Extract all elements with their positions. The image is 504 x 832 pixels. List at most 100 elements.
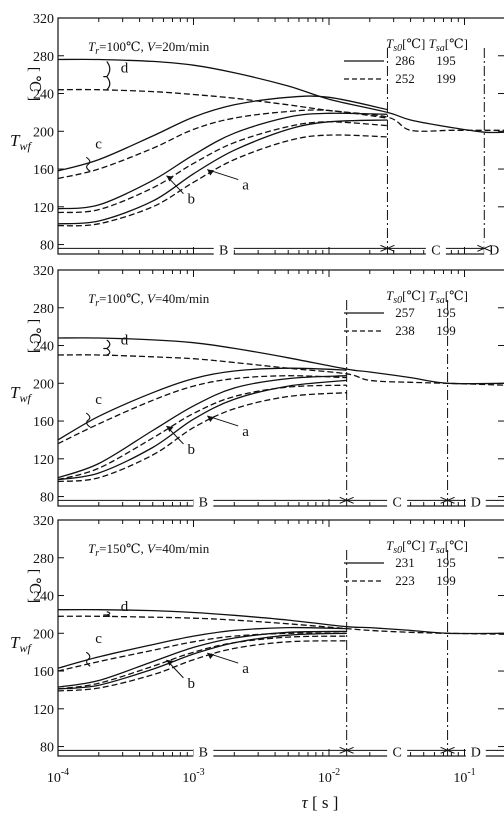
legend-tsa: 199 (436, 71, 456, 86)
series-a-solid (57, 379, 347, 481)
phase-label-bg (425, 239, 446, 258)
legend-ts0: 286 (395, 53, 415, 68)
series-group (57, 608, 504, 692)
y-axis-label: Twf (10, 383, 32, 405)
leader-arrow-a (207, 415, 215, 422)
series-a-solid (57, 119, 388, 225)
legend-tsa: 195 (436, 53, 456, 68)
curve-label-d: d (121, 599, 129, 615)
leader-arrow-a (207, 169, 215, 176)
series-c-solid (57, 367, 347, 441)
series-a-dashed (57, 640, 347, 692)
legend-ts0: 238 (395, 323, 415, 338)
series-c-dashed (57, 109, 388, 180)
y-axis-unit: [ ℃ ] (26, 319, 42, 353)
phase-label-B: B (199, 495, 208, 510)
phase-arrow (483, 244, 492, 252)
curve-label-b: b (187, 676, 195, 692)
series-d-solid (57, 337, 504, 385)
curve-label-a: a (242, 661, 249, 677)
brace-d (103, 611, 111, 617)
condition-label: Tr=100℃, V=20m/min (88, 39, 210, 57)
y-axis-unit: [ ℃ ] (26, 569, 42, 603)
legend-header: Ts0[℃] Tsa[℃] (386, 538, 468, 556)
y-axis-unit: [ ℃ ] (26, 67, 42, 101)
curve-label-c: c (95, 631, 102, 647)
legend-tsa: 195 (436, 305, 456, 320)
y-tick-label: 320 (33, 12, 54, 27)
phase-arrow (386, 244, 395, 252)
leader-arrow-b (166, 175, 174, 182)
curve-label-d: d (121, 332, 129, 348)
phase-arrow (345, 496, 354, 504)
x-tick-label: 10-3 (182, 767, 204, 786)
x-axis-label: τ [ s ] (302, 793, 339, 812)
condition-label: Tr=100℃, V=40m/min (88, 291, 210, 309)
y-tick-label: 160 (33, 163, 54, 178)
legend-tsa: 199 (436, 573, 456, 588)
phase-label-C: C (392, 745, 401, 760)
phase-label-bg (193, 741, 214, 760)
y-tick-label: 80 (40, 491, 54, 506)
series-b-dashed (57, 121, 388, 214)
brace-c (85, 651, 91, 667)
series-b-dashed (57, 635, 347, 690)
y-axis-label: Twf (10, 131, 32, 153)
y-tick-label: 240 (33, 340, 54, 355)
series-d-solid (57, 58, 504, 134)
y-tick-label: 240 (33, 88, 54, 103)
series-d-dashed (57, 615, 504, 635)
brace-c (85, 412, 91, 428)
x-tick-label: 10-4 (47, 767, 69, 786)
curve-label-a: a (242, 178, 249, 194)
legend-tsa: 195 (436, 555, 456, 570)
phase-label-bg (465, 741, 486, 760)
series-group (57, 337, 504, 483)
panel-3: 80 120 160 200 240 280 320 Twf [ ℃ ] Tr=150℃, V=4… (10, 514, 504, 760)
series-d-dashed (57, 354, 504, 386)
y-tick-label: 320 (33, 264, 54, 279)
y-tick-label: 160 (33, 415, 54, 430)
series-b-solid (57, 375, 347, 479)
y-tick-label: 240 (33, 590, 54, 605)
brace-c (85, 156, 91, 172)
x-tick-label: 10-1 (453, 767, 475, 786)
panel-1: 80 120 160 200 240 280 320 Twf [ ℃ ] Tr=100℃, V=2… (10, 12, 504, 258)
curve-label-c: c (95, 392, 102, 408)
phase-label-bg (387, 491, 408, 510)
y-tick-label: 280 (33, 552, 54, 567)
phase-label-C: C (431, 243, 440, 258)
leader-arrow-b (166, 426, 174, 433)
phase-label-B: B (199, 745, 208, 760)
phase-label-bg (387, 741, 408, 760)
series-a-solid (57, 632, 347, 690)
series-a-dashed (57, 392, 347, 483)
series-c-solid (57, 95, 388, 172)
legend-tsa: 199 (436, 323, 456, 338)
y-tick-label: 120 (33, 703, 54, 718)
panel-frame (57, 17, 504, 255)
phase-arrow (446, 496, 455, 504)
y-tick-label: 200 (33, 377, 54, 392)
phase-label-bg (213, 239, 234, 258)
condition-label: Tr=150℃, V=40m/min (88, 541, 210, 559)
x-axis: 10-4 10-3 10-2 10-1 τ [ s ] (47, 767, 476, 812)
phase-arrow (446, 746, 455, 754)
y-tick-label: 200 (33, 125, 54, 140)
legend-header: Ts0[℃] Tsa[℃] (386, 288, 468, 306)
series-b-solid (57, 630, 347, 688)
x-tick-label: 10-2 (318, 767, 340, 786)
curve-label-c: c (95, 136, 102, 152)
leader-arrow-b (166, 659, 174, 666)
series-c-dashed (57, 375, 347, 445)
series-c-solid (57, 626, 347, 669)
phase-label-bg (465, 491, 486, 510)
series-b-solid (57, 112, 388, 210)
y-tick-label: 160 (33, 665, 54, 680)
curve-label-b: b (187, 192, 195, 208)
brace-d (103, 61, 111, 91)
phase-label-B: B (219, 243, 228, 258)
legend-ts0: 252 (395, 71, 415, 86)
phase-label-bg (484, 239, 504, 258)
